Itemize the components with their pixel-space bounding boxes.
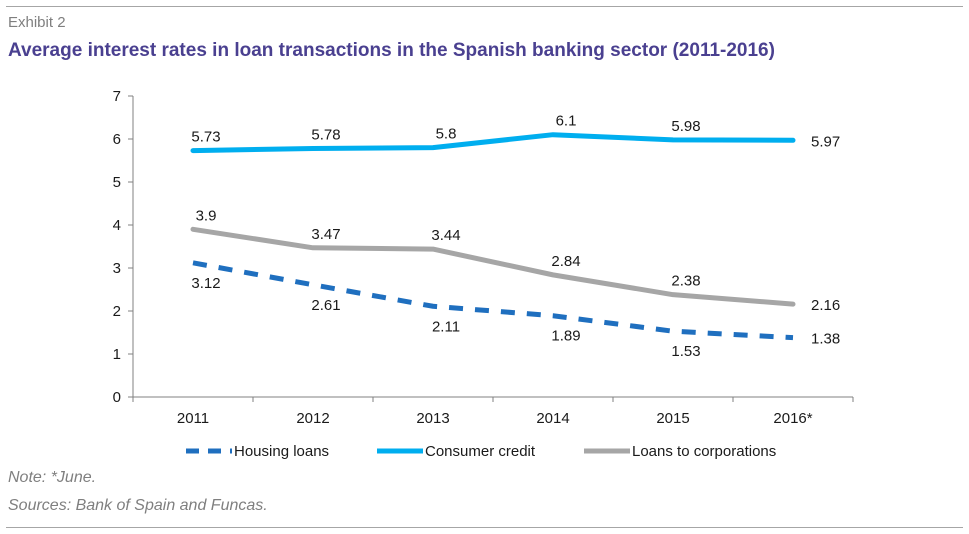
series-line-1 xyxy=(193,135,793,151)
data-label: 1.53 xyxy=(671,343,700,360)
bottom-rule xyxy=(6,527,963,528)
data-label: 2.38 xyxy=(671,273,700,290)
data-label: 5.73 xyxy=(191,129,220,146)
data-label: 2.16 xyxy=(811,297,840,314)
data-label: 5.78 xyxy=(311,126,340,143)
y-tick-label: 6 xyxy=(113,131,121,148)
legend-label: Loans to corporations xyxy=(632,443,776,460)
y-tick-label: 3 xyxy=(113,260,121,277)
x-tick-label: 2015 xyxy=(656,410,689,427)
series-line-2 xyxy=(193,229,793,304)
data-label: 2.61 xyxy=(311,297,340,314)
legend-label: Consumer credit xyxy=(425,443,536,460)
sources-note: Sources: Bank of Spain and Funcas. xyxy=(8,497,268,515)
y-tick-label: 2 xyxy=(113,303,121,320)
y-tick-label: 5 xyxy=(113,174,121,191)
footnote: Note: *June. xyxy=(8,469,96,487)
line-chart: 0 1 2 3 4 5 6 7 2011 2012 2013 2014 2015 2016* 3.12 2.6… xyxy=(0,0,969,534)
data-label: 3.12 xyxy=(191,275,220,292)
data-label: 5.98 xyxy=(671,118,700,135)
data-label: 2.84 xyxy=(551,253,580,270)
x-tick-label: 2011 xyxy=(177,410,209,427)
y-tick-label: 0 xyxy=(113,389,121,406)
data-label: 3.44 xyxy=(431,227,460,244)
data-label: 2.11 xyxy=(432,318,460,335)
series-line-0 xyxy=(193,263,793,338)
y-tick-label: 1 xyxy=(113,346,121,363)
data-label: 1.89 xyxy=(551,328,580,345)
data-label: 6.1 xyxy=(556,113,577,130)
data-label: 3.47 xyxy=(311,226,340,243)
data-label: 1.38 xyxy=(811,331,840,348)
x-tick-label: 2013 xyxy=(416,410,449,427)
y-tick-label: 4 xyxy=(113,217,121,234)
legend-label: Housing loans xyxy=(234,443,329,460)
x-tick-label: 2012 xyxy=(296,410,329,427)
data-label: 3.9 xyxy=(196,207,217,224)
x-tick-label: 2014 xyxy=(536,410,569,427)
x-tick-label: 2016* xyxy=(773,410,812,427)
data-label: 5.97 xyxy=(811,133,840,150)
data-label: 5.8 xyxy=(436,126,457,143)
y-tick-label: 7 xyxy=(113,88,121,105)
